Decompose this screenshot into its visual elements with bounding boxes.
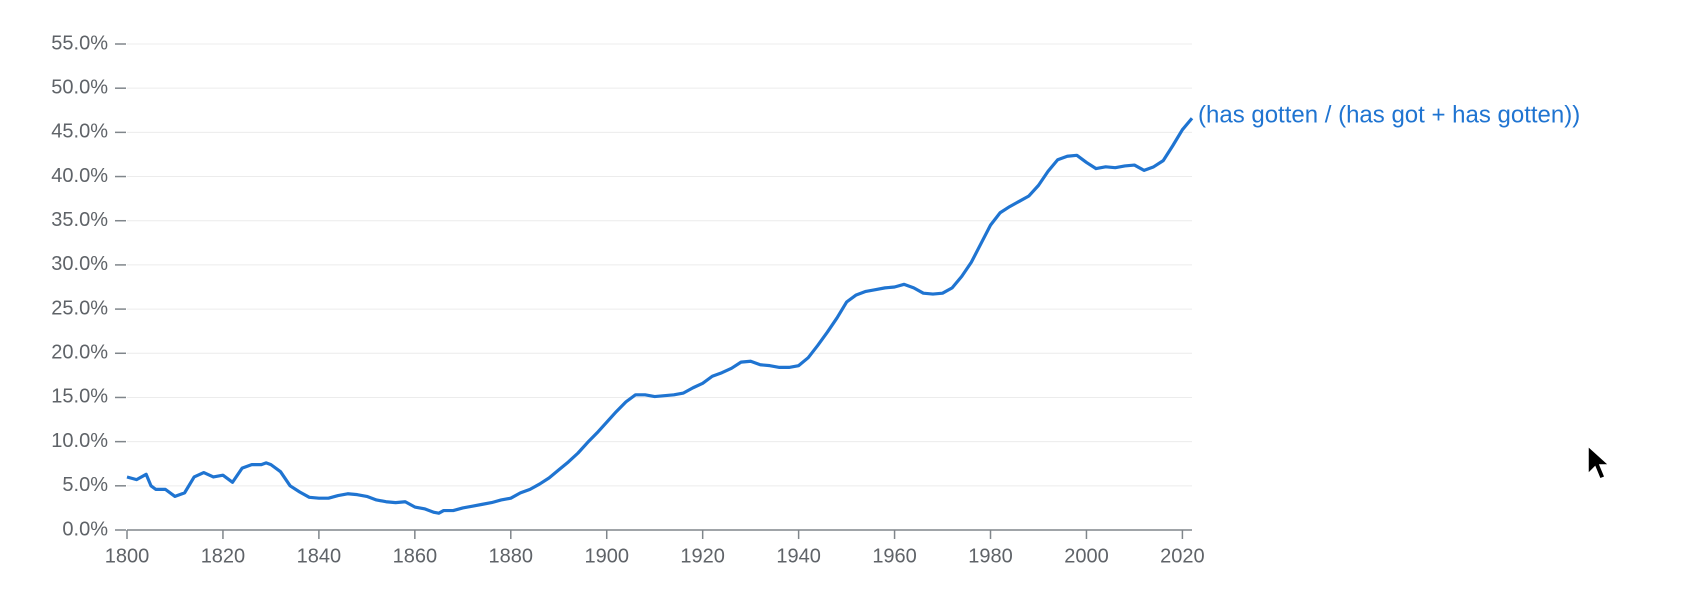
x-tick-label: 1800 — [105, 545, 150, 567]
mouse-cursor — [1587, 444, 1611, 480]
y-tick-label: 40.0% — [51, 165, 108, 187]
x-tick-label: 1960 — [872, 545, 917, 567]
y-tick-label: 45.0% — [51, 121, 108, 143]
x-tick-label: 1880 — [489, 545, 534, 567]
y-tick-label: 20.0% — [51, 342, 108, 364]
x-tick-label: 1900 — [584, 545, 629, 567]
x-tick-label: 2000 — [1064, 545, 1109, 567]
x-tick-label: 1940 — [776, 545, 821, 567]
y-tick-label: 10.0% — [51, 430, 108, 452]
y-tick-label: 0.0% — [62, 518, 108, 540]
series-label: (has gotten / (has got + has gotten)) — [1198, 102, 1580, 129]
x-tick-label: 1920 — [680, 545, 725, 567]
y-tick-label: 15.0% — [51, 386, 108, 408]
y-tick-label: 50.0% — [51, 76, 108, 98]
x-tick-label: 1820 — [201, 545, 246, 567]
x-tick-label: 2020 — [1160, 545, 1205, 567]
x-tick-label: 1860 — [393, 545, 438, 567]
x-tick-label: 1980 — [968, 545, 1013, 567]
y-tick-label: 25.0% — [51, 297, 108, 319]
y-tick-label: 5.0% — [62, 474, 108, 496]
x-tick-label: 1840 — [297, 545, 342, 567]
y-tick-label: 55.0% — [51, 32, 108, 54]
y-tick-label: 35.0% — [51, 209, 108, 231]
y-tick-label: 30.0% — [51, 253, 108, 275]
series-line — [126, 117, 1194, 515]
